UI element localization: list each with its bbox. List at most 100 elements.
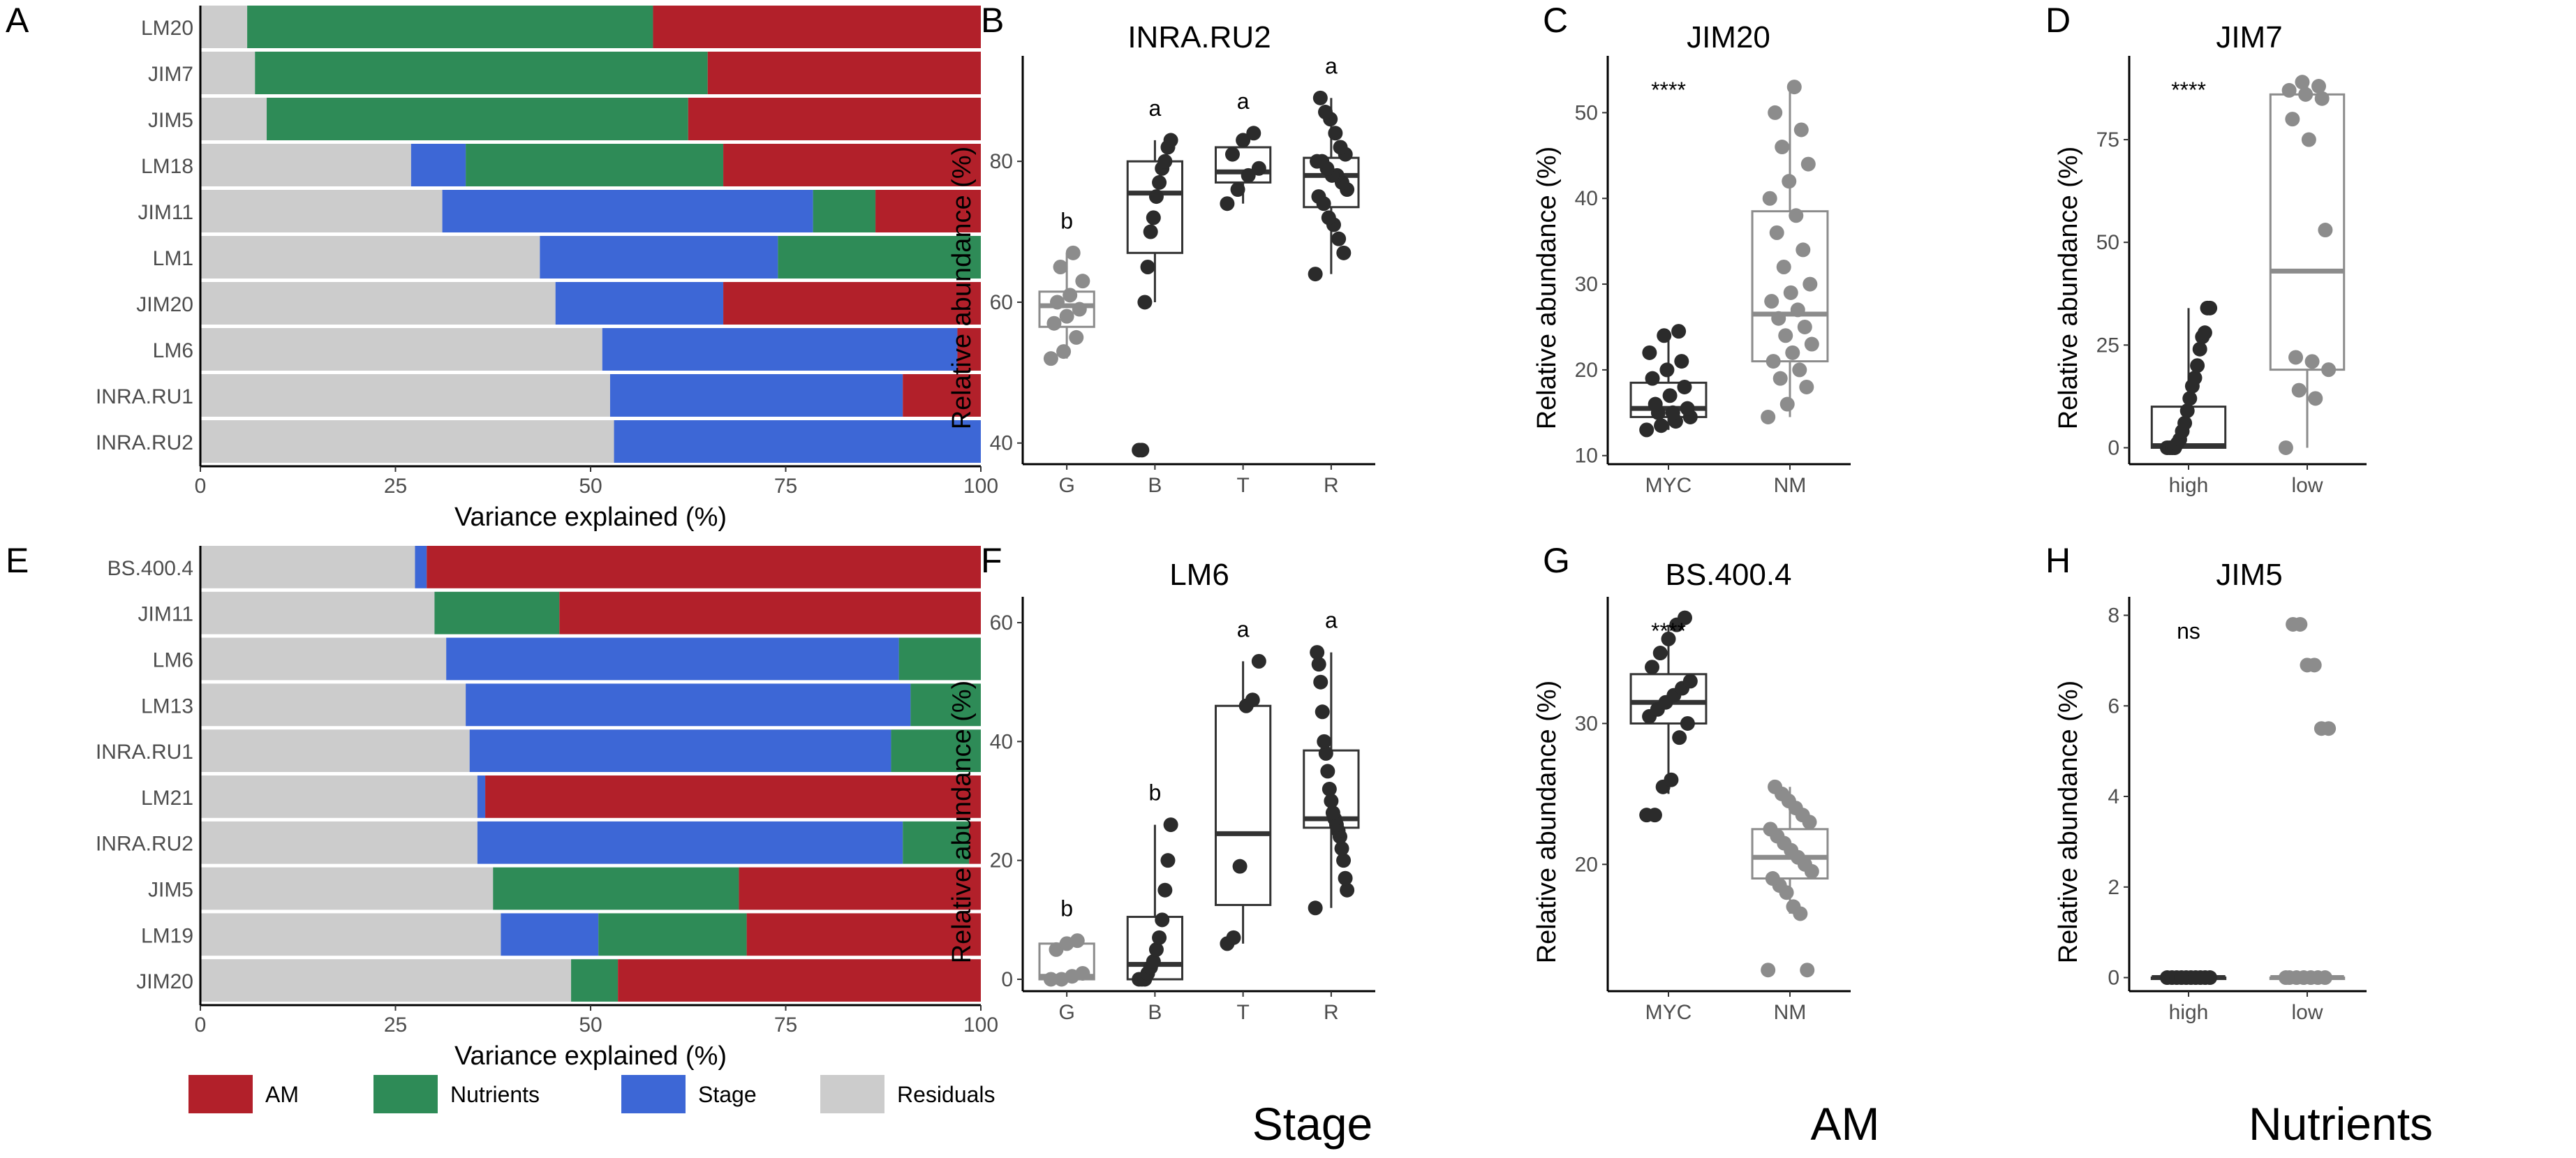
box-R: a [1303,608,1360,916]
y-axis-label: Relative abundance (%) [2054,147,2083,430]
data-point [1682,674,1698,689]
y-tick-label: 6 [2108,695,2119,718]
bar-segment-am [875,190,981,232]
y-tick-label: 80 [990,150,1013,173]
bar-segment-stage [446,637,899,681]
data-point [2288,350,2304,365]
x-tick-label: G [1058,474,1074,497]
x-tick-label: 75 [774,475,797,498]
category-label: JIM7 [148,63,193,86]
panel-E: E BS.400.4 JIM11 LM6 LM13 INRA.RU1 LM21 INRA.RU… [6,541,998,1071]
data-point [1152,175,1167,190]
data-point [1642,345,1657,360]
data-point [1769,225,1784,240]
bar-segment-nutrients [466,144,724,186]
data-point [1157,882,1173,898]
y-tick-label: 0 [2108,436,2119,459]
bar-segment-residuals [200,913,501,956]
data-point [1246,126,1261,141]
data-point [2291,383,2307,398]
data-point [1311,657,1326,672]
data-point [1146,953,1161,969]
data-point [1647,808,1662,823]
x-tick-label: 100 [963,1014,998,1037]
panels: A LM20 JIM7 JIM5 LM18 JIM11 LM1 JIM20 LM6 INRA.RU… [6,1,2367,1071]
data-point [1331,231,1347,246]
data-point [1665,405,1680,420]
data-point [1763,822,1778,837]
bar-segment-residuals [200,821,478,864]
data-point [1321,210,1336,225]
x-tick-label: 50 [579,475,602,498]
y-tick-label: 30 [1575,273,1598,296]
box-B: a [1126,96,1184,458]
data-point [1236,133,1251,148]
panel-title: JIM7 [2216,20,2282,54]
y-tick-label: 60 [990,291,1013,314]
data-point [1793,122,1809,138]
data-point [2197,325,2212,341]
data-point [1785,345,1800,360]
x-tick-label: T [1236,1001,1249,1024]
data-point [1766,354,1781,369]
data-point [1053,260,1068,274]
panel-label-C: C [1543,1,1568,40]
y-tick-label: 60 [990,611,1013,634]
data-point [1220,196,1235,211]
x-tick-label: MYC [1645,474,1692,497]
data-point [1059,309,1074,324]
y-tick-label: 2 [2108,876,2119,899]
data-point [1645,660,1660,675]
bar-segment-stage [477,821,903,864]
y-tick-label: 20 [1575,853,1598,876]
x-tick-label: 75 [774,1014,797,1037]
data-point [2192,341,2207,357]
data-point [1043,351,1058,366]
significance-letter: a [1325,608,1338,633]
data-point [1648,396,1663,412]
box-G: b [1038,896,1095,987]
data-point [1672,730,1687,745]
data-point [2301,132,2316,147]
significance-annotation: ns [2177,618,2200,644]
legend: AM Nutrients Stage Residuals [188,1075,995,1113]
data-point [1768,105,1783,120]
y-tick-label: 50 [1575,101,1598,124]
category-label: INRA.RU1 [96,385,193,408]
data-point [1674,354,1689,369]
legend-swatch-am [188,1075,253,1113]
bar-segment-am [903,374,981,417]
bar-segment-am [957,328,981,371]
data-point [2304,354,2320,369]
x-tick-label: B [1148,1001,1162,1024]
data-point [1072,302,1087,317]
y-tick-label: 50 [2096,231,2119,254]
bar-segment-stage [415,546,427,588]
data-point [1340,882,1355,898]
bar-segment-residuals [200,328,602,371]
bar-segment-nutrients [493,867,739,910]
data-point [1783,285,1798,300]
x-tick-label: 25 [384,1014,407,1037]
data-point [2308,391,2323,406]
data-point [1328,126,1343,141]
data-point [2314,721,2329,736]
x-tick-label: B [1148,474,1162,497]
data-point [1226,930,1241,945]
data-point [1251,653,1266,669]
data-point [2286,616,2301,632]
category-label: JIM5 [148,879,193,902]
data-point [2190,358,2205,373]
category-label: LM6 [153,649,193,672]
data-point [1322,781,1337,796]
data-point [1671,324,1687,339]
xlabel-stage: Stage [1252,1098,1372,1150]
bar-segment-stage [609,374,903,417]
data-point [2298,87,2314,102]
bar-segment-nutrients [598,913,747,956]
bar-segment-am [723,144,981,186]
panel-F: F LM6 b b a a 0 20 40 60 G B T R Relative abundance (%… [947,541,1375,1024]
data-point [1230,182,1245,198]
bar-segment-am [653,6,981,48]
significance-annotation: **** [1651,618,1686,644]
